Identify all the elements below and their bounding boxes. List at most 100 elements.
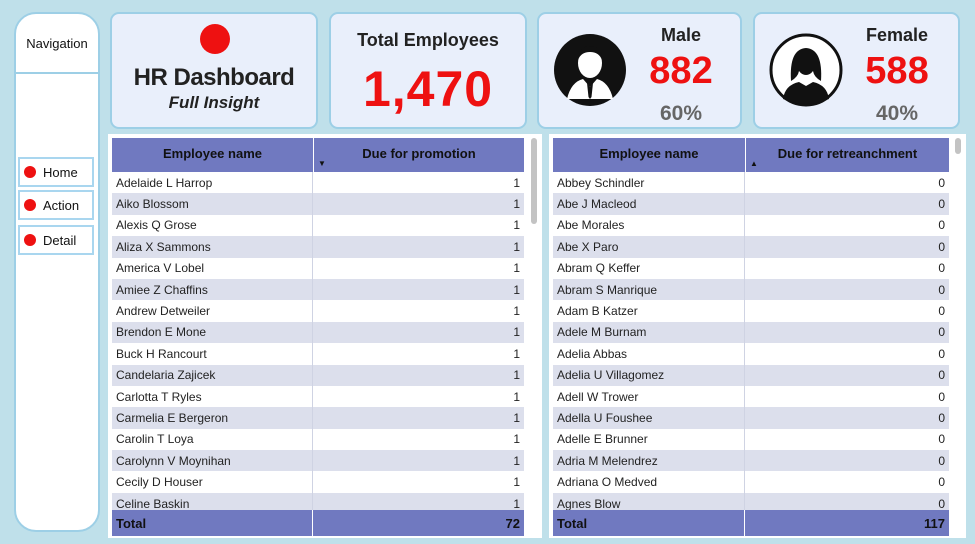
- employee-name-cell: Carolynn V Moynihan: [112, 450, 313, 472]
- value-cell: 0: [938, 197, 945, 212]
- table-row[interactable]: Aiko Blossom 1: [112, 193, 524, 215]
- value-cell: 0: [938, 261, 945, 276]
- total-value: 117: [924, 515, 945, 531]
- value-cell: 0: [938, 453, 945, 468]
- employee-name-cell: Abe Morales: [553, 214, 745, 237]
- table-row[interactable]: Candelaria Zajicek 1: [112, 364, 524, 386]
- male-count: 882: [649, 50, 713, 92]
- value-cell: 1: [513, 218, 520, 233]
- table-row[interactable]: Carolin T Loya 1: [112, 428, 524, 451]
- table-row[interactable]: Brendon E Mone 1: [112, 321, 524, 344]
- employee-name-cell: Celine Baskin: [112, 492, 313, 510]
- table-row[interactable]: Abram S Manrique 0: [553, 278, 949, 301]
- employee-name-cell: Adelia Abbas: [553, 343, 745, 365]
- employee-name-cell: Abbey Schindler: [553, 172, 745, 194]
- employee-name-cell: Abe J Macleod: [553, 193, 745, 215]
- male-avatar-icon: [554, 34, 626, 106]
- employee-name-cell: Adelia U Villagomez: [553, 364, 745, 386]
- value-cell: 0: [938, 410, 945, 425]
- value-cell: 0: [938, 368, 945, 383]
- column-header-due-for-retrenchment[interactable]: Due for retreanchment ▲: [745, 138, 949, 172]
- employee-name-cell: Andrew Detweiler: [112, 300, 313, 322]
- table-row[interactable]: Adam B Katzer 0: [553, 300, 949, 322]
- table-row[interactable]: Carlotta T Ryles 1: [112, 385, 524, 408]
- value-cell: 1: [513, 325, 520, 340]
- value-cell: 0: [938, 218, 945, 233]
- table-row[interactable]: Buck H Rancourt 1: [112, 343, 524, 365]
- table-row[interactable]: Adell W Trower 0: [553, 385, 949, 408]
- value-cell: 1: [513, 175, 520, 190]
- nav-home-button[interactable]: Home: [18, 157, 94, 187]
- dashboard-title: HR Dashboard: [133, 64, 295, 91]
- retrenchment-table-scrollbar[interactable]: [955, 138, 961, 154]
- promotion-table-scrollbar[interactable]: [531, 138, 537, 224]
- female-count: 588: [865, 50, 929, 92]
- value-cell: 1: [513, 304, 520, 319]
- table-row[interactable]: Adelle E Brunner 0: [553, 428, 949, 451]
- table-row[interactable]: Abe Morales 0: [553, 214, 949, 237]
- table-row[interactable]: Abbey Schindler 0: [553, 172, 949, 194]
- female-percent: 40%: [875, 102, 919, 125]
- table-row[interactable]: Adriana O Medved 0: [553, 471, 949, 493]
- value-cell: 1: [513, 453, 520, 468]
- employee-name-cell: Brendon E Mone: [112, 321, 313, 344]
- table-row[interactable]: Adelia U Villagomez 0: [553, 364, 949, 386]
- retrenchment-table-body: Abbey Schindler 0 Abe J Macleod 0 Abe Morale…: [553, 172, 949, 510]
- sort-descending-icon[interactable]: ▼: [318, 159, 326, 168]
- table-row[interactable]: Abe J Macleod 0: [553, 193, 949, 215]
- table-row[interactable]: Amiee Z Chaffins 1: [112, 278, 524, 301]
- total-label: Total: [112, 510, 313, 536]
- table-row[interactable]: Agnes Blow 0: [553, 492, 949, 510]
- table-row[interactable]: Carmelia E Bergeron 1: [112, 407, 524, 429]
- table-row[interactable]: Adelia Abbas 0: [553, 343, 949, 365]
- red-dot-icon: [24, 234, 36, 246]
- employee-name-cell: Buck H Rancourt: [112, 343, 313, 365]
- table-row[interactable]: Alexis Q Grose 1: [112, 214, 524, 237]
- red-dot-icon: [24, 199, 36, 211]
- employee-name-cell: Adria M Melendrez: [553, 450, 745, 472]
- female-avatar-icon: [769, 33, 843, 107]
- table-row[interactable]: Adria M Melendrez 0: [553, 450, 949, 472]
- table-row[interactable]: Abram Q Keffer 0: [553, 257, 949, 279]
- navigation-panel: Navigation Home Action Detail: [14, 12, 100, 532]
- table-row[interactable]: Abe X Paro 0: [553, 236, 949, 258]
- employee-name-cell: Carlotta T Ryles: [112, 385, 313, 408]
- retrenchment-table-total-row: Total 117: [553, 510, 949, 536]
- table-row[interactable]: Celine Baskin 1: [112, 492, 524, 510]
- value-cell: 1: [513, 389, 520, 404]
- value-cell: 1: [513, 475, 520, 490]
- value-cell: 0: [938, 496, 945, 510]
- sort-ascending-icon[interactable]: ▲: [750, 159, 758, 168]
- dashboard-title-card: HR Dashboard Full Insight: [110, 12, 318, 129]
- nav-detail-button[interactable]: Detail: [18, 225, 94, 255]
- table-row[interactable]: Aliza X Sammons 1: [112, 236, 524, 258]
- employee-name-cell: Aliza X Sammons: [112, 236, 313, 258]
- column-header-due-for-promotion[interactable]: Due for promotion ▼: [313, 138, 524, 172]
- total-label: Total: [553, 510, 745, 536]
- value-cell: 1: [513, 197, 520, 212]
- male-percent: 60%: [659, 102, 703, 125]
- nav-home-label: Home: [43, 164, 78, 180]
- red-dot-icon: [200, 24, 230, 54]
- total-employees-value: 1,470: [362, 61, 494, 117]
- nav-action-button[interactable]: Action: [18, 190, 94, 220]
- value-cell: 0: [938, 304, 945, 319]
- dashboard-subtitle: Full Insight: [168, 93, 260, 112]
- retrenchment-table-header: Employee name Due for retreanchment ▲: [553, 138, 949, 172]
- employee-name-cell: Aiko Blossom: [112, 193, 313, 215]
- female-label: Female: [865, 25, 929, 45]
- table-row[interactable]: Adelaide L Harrop 1: [112, 172, 524, 194]
- value-cell: 0: [938, 282, 945, 297]
- employee-name-cell: Cecily D Houser: [112, 471, 313, 493]
- table-row[interactable]: Adella U Foushee 0: [553, 407, 949, 429]
- value-cell: 0: [938, 325, 945, 340]
- column-header-employee-name[interactable]: Employee name: [599, 146, 699, 161]
- table-row[interactable]: Cecily D Houser 1: [112, 471, 524, 493]
- employee-name-cell: Adam B Katzer: [553, 300, 745, 322]
- table-row[interactable]: Carolynn V Moynihan 1: [112, 450, 524, 472]
- table-row[interactable]: America V Lobel 1: [112, 257, 524, 279]
- table-row[interactable]: Andrew Detweiler 1: [112, 300, 524, 322]
- red-dot-icon: [24, 166, 36, 178]
- table-row[interactable]: Adele M Burnam 0: [553, 321, 949, 344]
- column-header-employee-name[interactable]: Employee name: [163, 146, 262, 161]
